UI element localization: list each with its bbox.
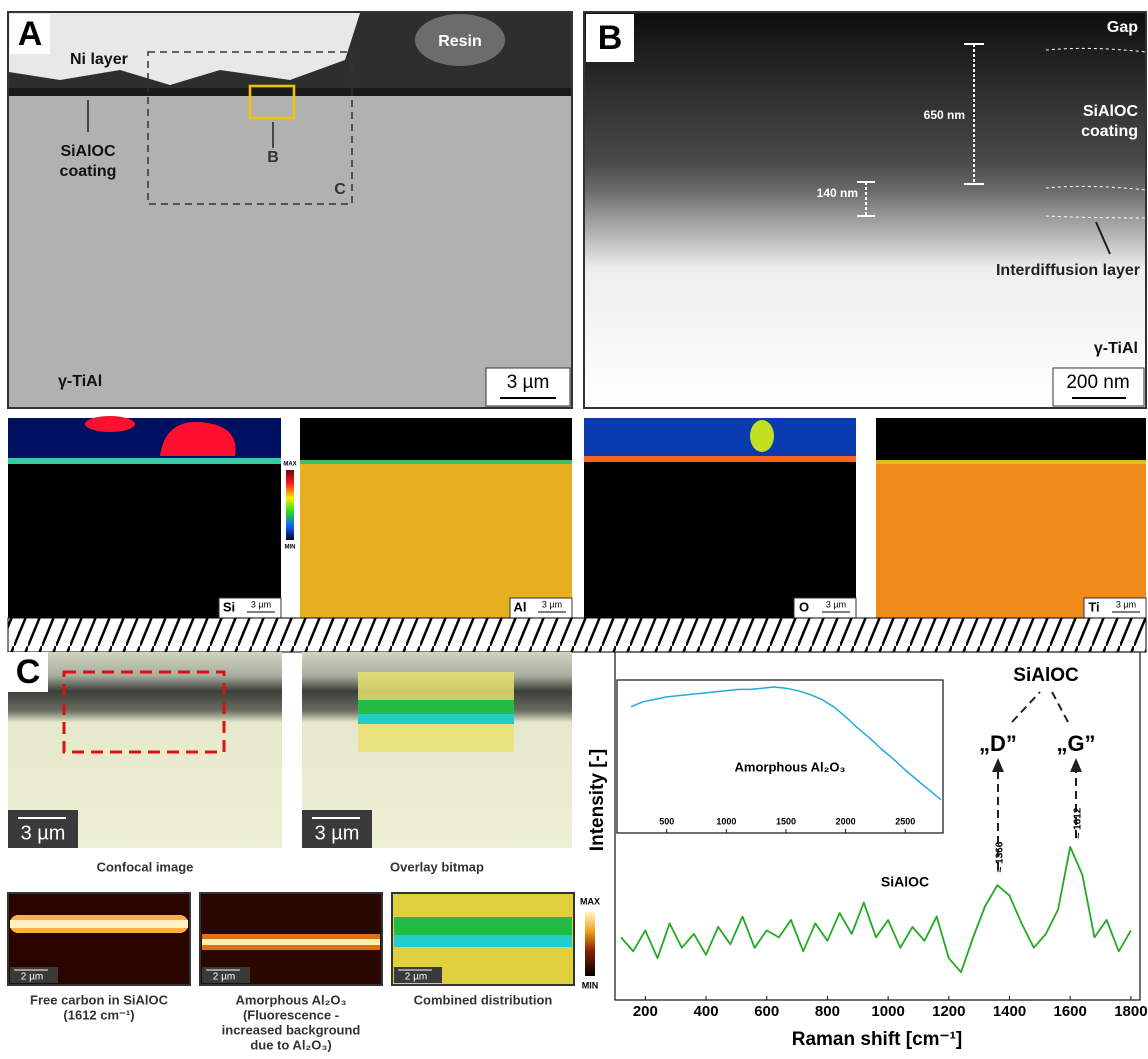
spectrum-line bbox=[621, 847, 1131, 972]
annotation: ≈ 1612 bbox=[1073, 807, 1084, 838]
x-tick-label: 1400 bbox=[993, 1003, 1026, 1020]
arrowheads bbox=[992, 758, 1082, 772]
caption: increased background bbox=[222, 1022, 361, 1037]
x-tick-label: 500 bbox=[659, 816, 674, 826]
label: Gap bbox=[1107, 19, 1138, 36]
annotation: „G” bbox=[1056, 731, 1095, 756]
eds-ti bbox=[876, 418, 1146, 618]
label: C bbox=[334, 181, 346, 198]
eds-si bbox=[8, 416, 281, 618]
scale-label: 3 µm bbox=[315, 822, 360, 844]
chart-layer: 200 400 600 800 1000 1200 1400 1600 1800 500 1000 1… bbox=[615, 652, 1148, 1020]
figure: A Ni layer Resin SiAlOC coating B C γ-Ti… bbox=[0, 0, 1148, 1059]
scale-label: 3 µm bbox=[826, 599, 846, 609]
caption: Combined distribution bbox=[414, 992, 553, 1007]
label: Interdiffusion layer bbox=[996, 262, 1140, 279]
colorbar bbox=[286, 470, 294, 540]
scale-label: 3 µm bbox=[542, 599, 562, 609]
x-tick-label: 2500 bbox=[895, 816, 915, 826]
x-tick-label: 1500 bbox=[776, 816, 796, 826]
scale-label: 3 µm bbox=[507, 372, 550, 393]
label: B bbox=[267, 149, 279, 166]
colorbar-label: MAX bbox=[283, 462, 296, 468]
x-tick-label: 1000 bbox=[871, 1003, 904, 1020]
x-tick-label: 1000 bbox=[716, 816, 736, 826]
label: coating bbox=[1081, 123, 1138, 140]
caption: Amorphous Al₂O₃ bbox=[236, 992, 347, 1007]
scale-label: 2 µm bbox=[213, 972, 235, 983]
annotation: ≈ 1366 bbox=[995, 841, 1006, 872]
x-tick-label: 600 bbox=[754, 1003, 779, 1020]
element-label: Al bbox=[514, 599, 527, 614]
scale-label: 200 nm bbox=[1066, 372, 1129, 393]
annotation: SiAlOC bbox=[881, 874, 929, 890]
label: SiAlOC bbox=[1083, 103, 1139, 120]
element-label: O bbox=[799, 599, 809, 614]
colorbar-label: MAX bbox=[580, 896, 600, 906]
hatched-separator bbox=[8, 618, 1146, 652]
label: 650 nm bbox=[924, 108, 965, 122]
caption: (1612 cm⁻¹) bbox=[63, 1007, 134, 1022]
caption: due to Al₂O₃) bbox=[250, 1037, 331, 1052]
overlay-band bbox=[358, 700, 514, 714]
eds-o bbox=[584, 418, 856, 618]
label: coating bbox=[60, 163, 117, 180]
x-tick-label: 400 bbox=[694, 1003, 719, 1020]
eds-al bbox=[300, 418, 572, 618]
element-label: Si bbox=[223, 599, 235, 614]
inset-frame bbox=[617, 680, 943, 833]
label: γ-TiAl bbox=[1094, 340, 1138, 357]
x-tick-label: 1800 bbox=[1114, 1003, 1147, 1020]
caption: Free carbon in SiAlOC bbox=[30, 992, 169, 1007]
scale-label: 3 µm bbox=[1116, 599, 1136, 609]
panel-letter: A bbox=[18, 15, 43, 53]
scale-label: 3 µm bbox=[21, 822, 66, 844]
colorbar-label: MIN bbox=[582, 980, 599, 990]
peak-arrows bbox=[998, 692, 1076, 870]
label: 140 nm bbox=[817, 186, 858, 200]
scale-label: 3 µm bbox=[251, 599, 271, 609]
label: Resin bbox=[438, 33, 482, 50]
panel-letter: B bbox=[598, 19, 623, 57]
scale-label: 2 µm bbox=[405, 972, 427, 983]
annotation: „D” bbox=[979, 731, 1017, 756]
annotation: SiAlOC bbox=[1013, 665, 1079, 686]
y-axis-label: Intensity [-] bbox=[587, 749, 608, 851]
x-tick-label: 1200 bbox=[932, 1003, 965, 1020]
element-label: Ti bbox=[1088, 599, 1099, 614]
label: Ni layer bbox=[70, 51, 128, 68]
overlay-band bbox=[358, 714, 514, 724]
colorbar bbox=[585, 912, 595, 976]
caption: Confocal image bbox=[97, 859, 194, 874]
colorbar-label: MIN bbox=[285, 545, 296, 551]
inset-annotation: Amorphous Al₂O₃ bbox=[735, 759, 846, 774]
x-axis-label: Raman shift [cm⁻¹] bbox=[792, 1029, 963, 1050]
caption: Overlay bitmap bbox=[390, 859, 484, 874]
x-tick-label: 1600 bbox=[1054, 1003, 1087, 1020]
x-tick-label: 2000 bbox=[836, 816, 856, 826]
x-tick-label: 200 bbox=[633, 1003, 658, 1020]
coating-line bbox=[9, 88, 571, 96]
x-tick-label: 800 bbox=[815, 1003, 840, 1020]
label: SiAlOC bbox=[60, 143, 116, 160]
scale-label: 2 µm bbox=[21, 972, 43, 983]
panel-letter: C bbox=[16, 653, 41, 691]
caption: (Fluorescence - bbox=[243, 1007, 339, 1022]
label: γ-TiAl bbox=[58, 373, 102, 390]
